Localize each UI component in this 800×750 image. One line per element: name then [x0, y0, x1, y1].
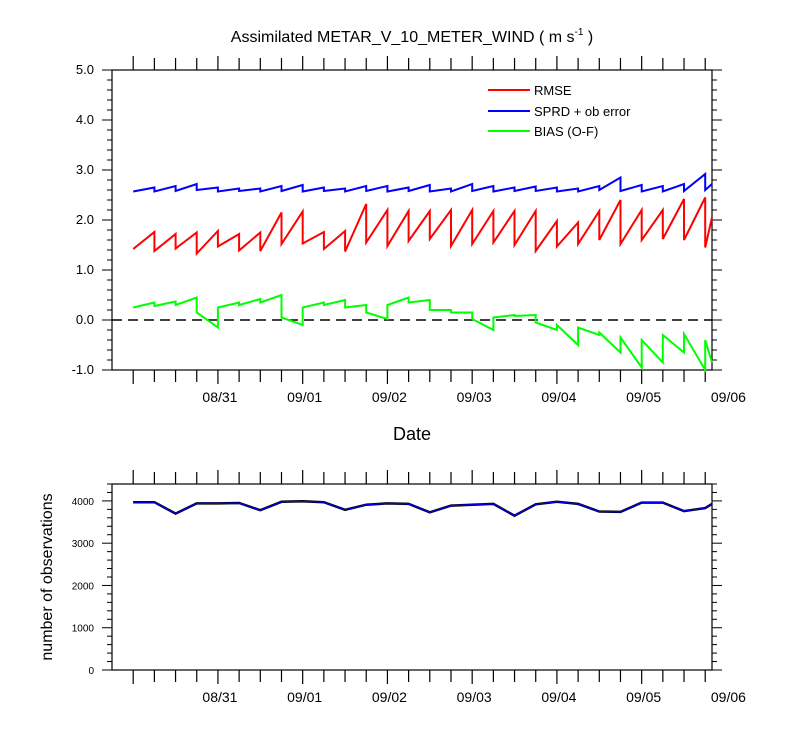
top-x-tick-label: 09/06 [711, 389, 746, 405]
observations-line [133, 500, 713, 517]
bottom-x-tick-label: 09/06 [711, 689, 746, 705]
x-axis-label: Date [393, 424, 431, 444]
chart-title-main: Assimilated METAR_V_10_METER_WIND ( m s [231, 29, 575, 46]
bottom-plot-area: 0 1000 2000 3000 4000 08/31 09/01 09/02 09/03 09/… [72, 470, 746, 705]
bottom-x-tick-label: 09/03 [457, 689, 492, 705]
bottom-y-tick-label: 1000 [72, 624, 95, 635]
bottom-y-tick-label: 4000 [72, 497, 95, 508]
top-y-tick-label: 3.0 [76, 162, 94, 177]
series-line-sprd [133, 171, 713, 194]
chart-title-suffix: ) [583, 29, 593, 46]
bottom-y-tick-label: 3000 [72, 539, 95, 550]
bottom-y-tick-label: 2000 [72, 581, 95, 592]
top-x-tick-label: 09/04 [541, 389, 576, 405]
bottom-x-tick-label: 09/05 [626, 689, 661, 705]
top-plot-area: -1.0 0.0 1.0 2.0 3.0 4.0 5.0 08/31 09/01 09/02 09/… [72, 56, 746, 405]
bottom-x-tick-label: 09/01 [287, 689, 322, 705]
top-y-tick-label: 2.0 [76, 212, 94, 227]
top-x-tick-label: 09/01 [287, 389, 322, 405]
top-y-tick-label: 0.0 [76, 312, 94, 327]
bottom-x-tick-label: 08/31 [202, 689, 237, 705]
top-y-tick-label: -1.0 [72, 362, 94, 377]
top-y-tick-label: 1.0 [76, 262, 94, 277]
top-x-tick-label: 09/05 [626, 389, 661, 405]
top-x-tick-label: 09/02 [372, 389, 407, 405]
chart-title-superscript: -1 [575, 27, 584, 38]
series-line-rmse [132, 197, 713, 257]
top-y-tick-label: 5.0 [76, 62, 94, 77]
top-x-tick-label: 08/31 [202, 389, 237, 405]
bottom-x-tick-label: 09/04 [541, 689, 576, 705]
y-axis-label-observations: number of observations [39, 493, 56, 660]
top-x-tick-label: 09/03 [457, 389, 492, 405]
legend-label-sprd: SPRD + ob error [534, 104, 631, 119]
bottom-series-layer [133, 500, 713, 518]
bottom-chart: 0 1000 2000 3000 4000 08/31 09/01 09/02 09/03 09/… [39, 470, 746, 705]
top-series-layer [132, 171, 713, 374]
series-line-bias [132, 293, 713, 374]
chart-title: Assimilated METAR_V_10_METER_WIND ( m s-… [231, 27, 593, 46]
bottom-y-tick-label: 0 [88, 666, 94, 677]
bottom-x-tick-label: 09/02 [372, 689, 407, 705]
top-chart: Assimilated METAR_V_10_METER_WIND ( m s-… [72, 27, 747, 444]
legend-label-rmse: RMSE [534, 83, 572, 98]
legend-label-bias: BIAS (O-F) [534, 124, 598, 139]
top-y-tick-label: 4.0 [76, 112, 94, 127]
legend: RMSE SPRD + ob error BIAS (O-F) [488, 83, 631, 139]
